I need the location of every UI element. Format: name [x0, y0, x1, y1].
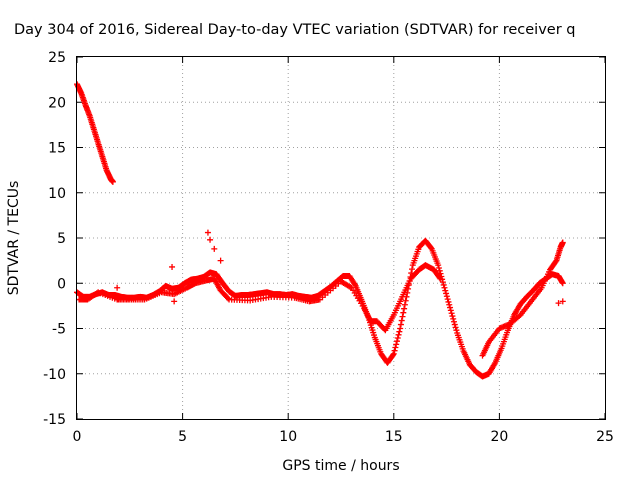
data-point: [401, 301, 408, 308]
data-point: [451, 321, 458, 328]
data-point: [444, 296, 451, 303]
data-point: [347, 283, 354, 290]
data-point: [207, 236, 214, 243]
plot-frame: [76, 56, 606, 420]
data-point: [447, 307, 454, 314]
axis-ticks: 0 5 10 15 20 25 -15 -10 -5 0 5 10 15 20 25: [43, 50, 614, 445]
data-point: [435, 264, 442, 271]
data-point: [437, 275, 444, 282]
y-axis-label: SDTVAR / TECUs: [6, 181, 22, 296]
data-point: [439, 279, 446, 286]
data-point: [397, 321, 404, 328]
y-tick-label: 20: [48, 95, 66, 111]
x-tick-label: 25: [596, 429, 614, 445]
y-tick-label: -5: [52, 322, 66, 338]
data-point: [393, 341, 400, 348]
data-point: [399, 313, 406, 320]
data-point: [441, 284, 448, 291]
data-point: [442, 287, 449, 294]
data-point: [402, 297, 409, 304]
data-point: [559, 280, 566, 287]
x-tick-label: 5: [178, 429, 187, 445]
data-point: [448, 310, 455, 317]
data-point: [436, 274, 443, 281]
data-point: [450, 318, 457, 325]
data-point: [555, 300, 562, 307]
y-tick-label: 5: [57, 231, 66, 247]
x-tick-label: 0: [73, 429, 82, 445]
y-tick-label: 10: [48, 186, 66, 202]
data-point: [396, 328, 403, 335]
data-point: [392, 344, 399, 351]
data-point: [390, 350, 397, 357]
data-point: [351, 281, 358, 288]
x-axis-label: GPS time / hours: [282, 458, 399, 474]
data-point: [435, 262, 442, 269]
data-point: [115, 296, 122, 303]
data-point: [217, 257, 224, 264]
y-tick-label: 0: [57, 276, 66, 292]
data-point: [428, 244, 435, 251]
data-point: [453, 327, 460, 334]
data-point: [450, 315, 457, 322]
data-point: [391, 347, 398, 354]
data-point: [398, 317, 405, 324]
grid: [77, 57, 605, 419]
data-point: [397, 325, 404, 332]
data-point: [225, 295, 232, 302]
data-point: [409, 266, 416, 273]
data-point: [171, 298, 178, 305]
data-point: [394, 335, 401, 342]
data-point: [109, 178, 116, 185]
data-marks: [74, 81, 566, 380]
data-point: [559, 239, 566, 246]
data-point: [447, 304, 454, 311]
data-point: [446, 301, 453, 308]
x-tick-label: 10: [279, 429, 297, 445]
data-point: [449, 313, 456, 320]
data-point: [401, 305, 408, 312]
data-point: [204, 229, 211, 236]
data-point: [559, 298, 566, 305]
y-tick-label: -15: [43, 412, 66, 428]
data-point: [445, 298, 452, 305]
data-point: [440, 281, 447, 288]
x-tick-label: 15: [385, 429, 403, 445]
data-point: [443, 293, 450, 300]
data-point: [400, 309, 407, 316]
data-point: [552, 258, 559, 265]
data-point: [436, 267, 443, 274]
data-point: [443, 290, 450, 297]
data-point: [393, 338, 400, 345]
data-point: [395, 331, 402, 338]
data-point: [114, 284, 121, 291]
data-point: [169, 263, 176, 270]
y-tick-label: 15: [48, 141, 66, 157]
y-tick-label: 25: [48, 50, 66, 66]
data-point: [390, 351, 397, 358]
chart-title: Day 304 of 2016, Sidereal Day-to-day VTE…: [14, 22, 575, 38]
data-point: [452, 324, 459, 331]
data-point: [211, 245, 218, 252]
x-tick-label: 20: [490, 429, 508, 445]
y-tick-label: -10: [43, 367, 66, 383]
